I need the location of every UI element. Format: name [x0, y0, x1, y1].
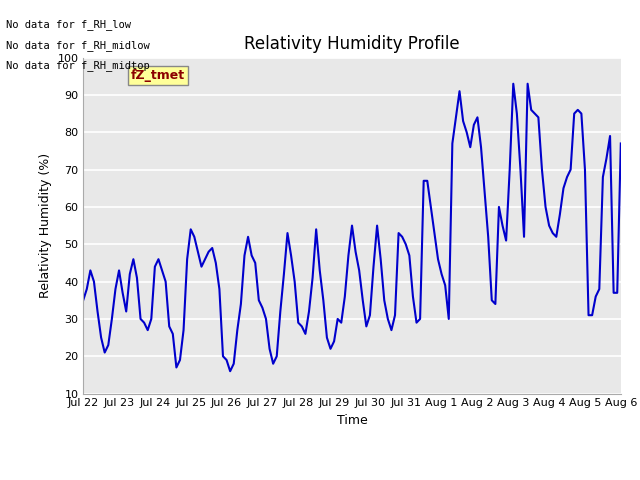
Text: No data for f_RH_midtop: No data for f_RH_midtop [6, 60, 150, 72]
Text: No data for f_RH_low: No data for f_RH_low [6, 19, 131, 30]
Y-axis label: Relativity Humidity (%): Relativity Humidity (%) [39, 153, 52, 298]
Text: fZ_tmet: fZ_tmet [131, 69, 186, 82]
Text: No data for f_RH_midlow: No data for f_RH_midlow [6, 40, 150, 51]
Title: Relativity Humidity Profile: Relativity Humidity Profile [244, 35, 460, 53]
X-axis label: Time: Time [337, 414, 367, 427]
